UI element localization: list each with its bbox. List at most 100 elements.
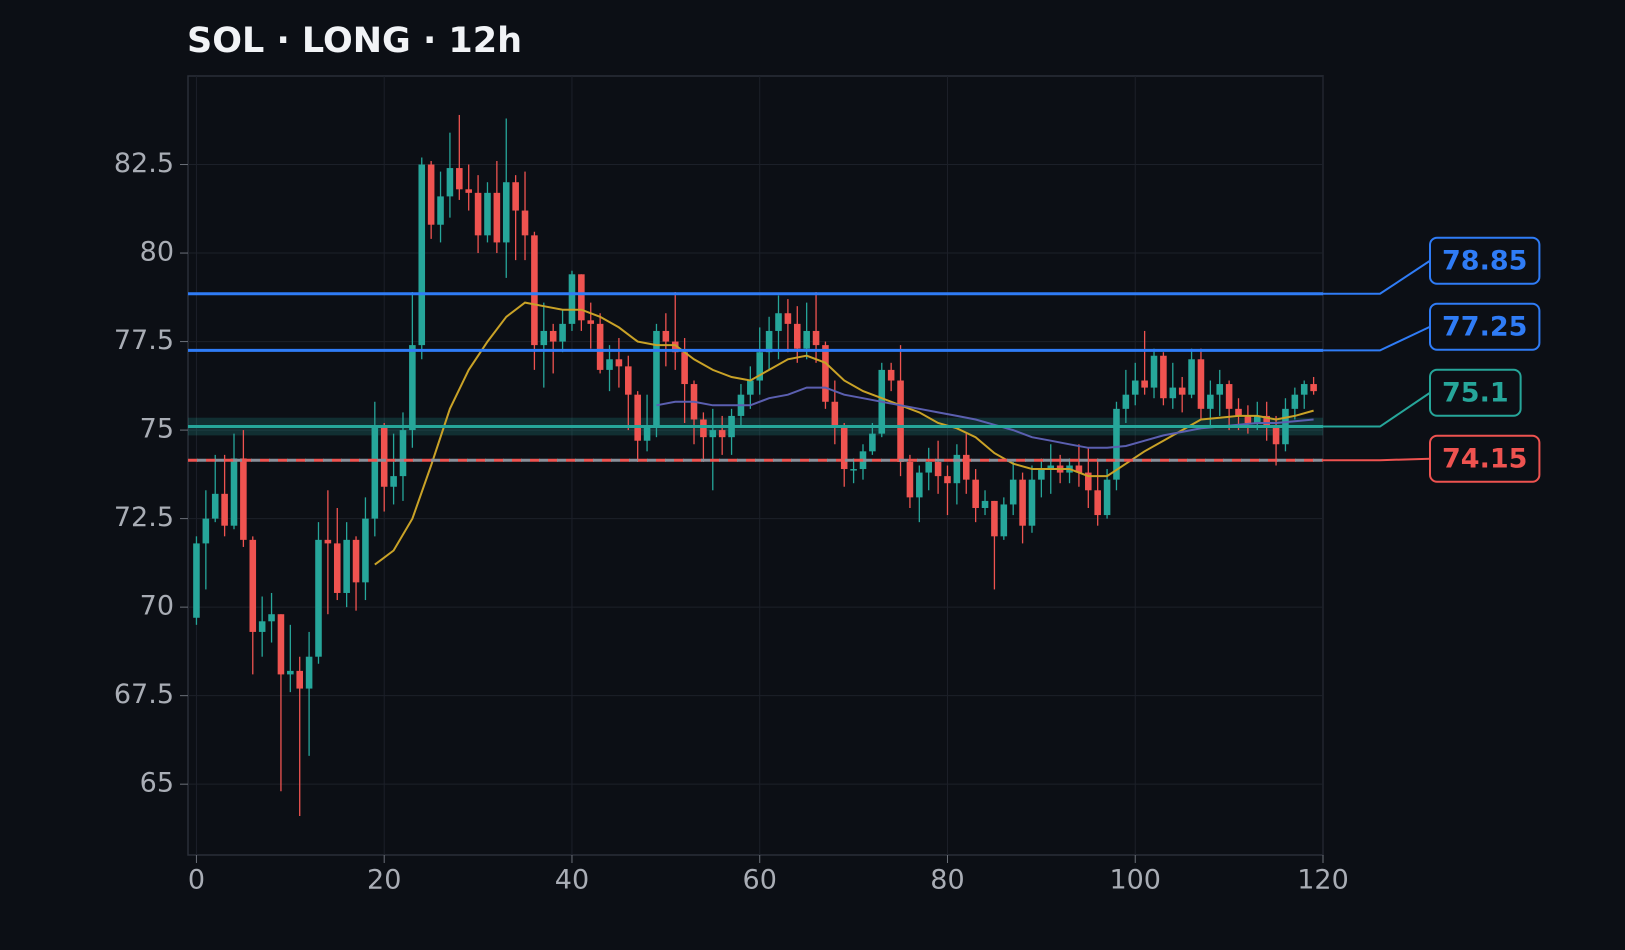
plot-area — [187, 75, 1324, 856]
y-tick-label: 65 — [140, 768, 174, 799]
candle-body — [981, 500, 989, 508]
candle-body — [1188, 359, 1195, 395]
candle-body — [747, 380, 754, 395]
candle-body — [1216, 384, 1224, 395]
y-tick-label: 77.5 — [114, 325, 174, 356]
candle-body — [840, 426, 848, 470]
level-label-box — [1429, 368, 1522, 417]
candle-body — [221, 493, 228, 526]
candle-body — [456, 168, 463, 190]
y-tick-label: 67.5 — [114, 679, 174, 710]
level-connector — [1323, 391, 1431, 428]
candle-body — [418, 164, 426, 346]
candle-body — [972, 479, 979, 508]
x-tick-label: 120 — [1297, 865, 1349, 896]
candle-body — [925, 461, 932, 473]
candle-body — [258, 621, 266, 632]
candle-body — [709, 430, 717, 438]
candle-body — [634, 394, 641, 441]
candle-body — [502, 182, 510, 243]
candle-body — [305, 656, 313, 689]
candle-body — [812, 330, 820, 346]
candle-body — [437, 196, 444, 225]
candle-body — [1178, 387, 1186, 395]
candle-body — [1000, 504, 1008, 537]
candle-body — [934, 461, 942, 477]
candle-body — [625, 366, 632, 395]
candle-body — [1103, 479, 1111, 516]
candle-body — [615, 359, 623, 367]
candle-body — [249, 539, 257, 632]
candle-body — [831, 401, 839, 427]
candle-body — [822, 345, 829, 402]
candle-body — [202, 518, 210, 544]
candle-body — [671, 341, 679, 353]
x-tick-label: 60 — [743, 865, 777, 896]
candle-body — [681, 352, 688, 385]
candle-body — [568, 274, 576, 324]
candle-body — [643, 426, 651, 441]
y-tick-label: 80 — [140, 237, 174, 268]
candle-body — [1019, 479, 1026, 526]
level-label: 75.1 — [1442, 377, 1509, 408]
candle-body — [916, 472, 923, 498]
candle-body — [700, 419, 707, 438]
candle-body — [1094, 490, 1101, 516]
candle-body — [718, 430, 726, 438]
candle-body — [1075, 465, 1083, 473]
candle-body — [531, 235, 538, 346]
candle-body — [944, 476, 951, 484]
candle-body — [512, 182, 519, 211]
candle-body — [230, 458, 238, 526]
candle-body — [578, 274, 585, 321]
candle-body — [409, 345, 416, 431]
candle-body — [277, 614, 285, 675]
candle-body — [869, 433, 876, 452]
candle-body — [606, 359, 613, 370]
y-tick-label: 75 — [140, 414, 174, 445]
candle-body — [662, 330, 670, 342]
candle-body — [493, 192, 501, 243]
candle-body — [549, 330, 557, 342]
candle-body — [1225, 384, 1233, 409]
candle-body — [765, 330, 773, 353]
candle-body — [1122, 394, 1130, 409]
candle-body — [1169, 387, 1177, 399]
candle-body — [850, 469, 857, 471]
level-label-box — [1429, 302, 1541, 351]
candle-body — [793, 323, 801, 349]
level-connector — [1323, 325, 1431, 352]
candle-body — [333, 543, 341, 593]
candle-body — [240, 458, 247, 540]
candle-body — [953, 454, 961, 484]
candle-body — [991, 500, 998, 537]
candle-body — [1141, 380, 1148, 388]
candle-body — [315, 539, 322, 657]
x-tick-label: 20 — [367, 865, 401, 896]
candle-body — [427, 164, 435, 225]
candle-body — [465, 189, 472, 193]
candle-body — [540, 330, 548, 346]
candle-body — [446, 168, 454, 197]
candle-body — [1272, 426, 1280, 445]
candle-body — [1235, 408, 1242, 416]
candle-body — [193, 543, 200, 618]
candle-body — [1310, 384, 1317, 392]
candle-body — [1300, 384, 1308, 395]
candle-body — [1113, 408, 1120, 480]
candle-body — [887, 369, 895, 381]
candle-body — [897, 380, 904, 462]
candle-body — [1047, 465, 1055, 470]
candle-body — [371, 426, 379, 519]
x-tick-label: 80 — [930, 865, 964, 896]
candle-body — [1038, 469, 1045, 480]
candle-body — [390, 476, 397, 487]
candle-body — [1197, 359, 1205, 409]
candle-body — [1150, 355, 1158, 388]
level-connector — [1323, 259, 1431, 295]
candle-body — [521, 210, 529, 236]
level-label-box — [1429, 236, 1541, 285]
candle-body — [1131, 380, 1139, 395]
level-label-box — [1429, 434, 1541, 483]
